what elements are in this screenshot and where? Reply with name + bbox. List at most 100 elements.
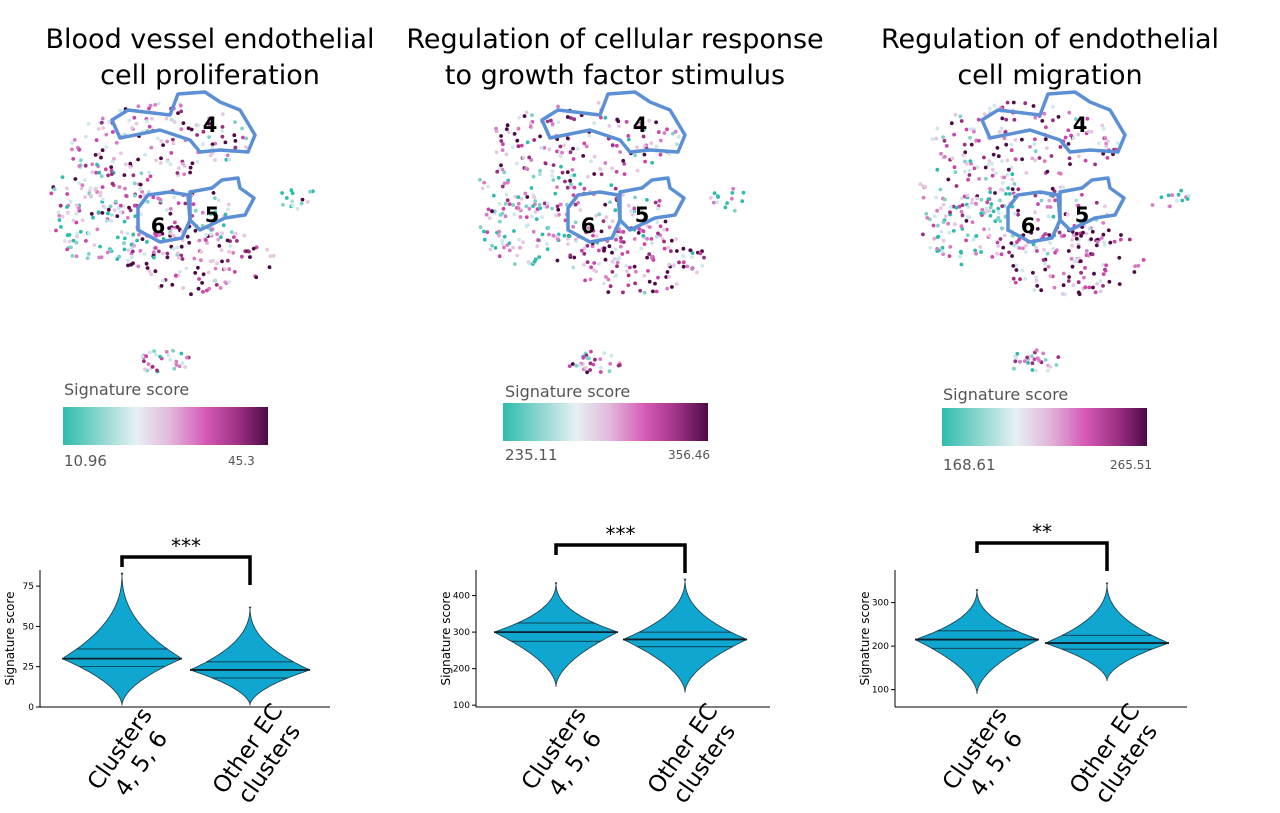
umap-point (654, 289, 659, 294)
umap-point (524, 215, 529, 220)
significance-bracket (554, 543, 687, 573)
umap-point (99, 120, 104, 125)
umap-point (96, 210, 101, 215)
umap-point (63, 239, 67, 244)
umap-point (650, 160, 655, 165)
umap-point (565, 136, 570, 141)
umap-point (538, 134, 542, 139)
umap-point (165, 251, 170, 256)
umap-point (164, 350, 169, 354)
umap-point (1032, 142, 1037, 146)
umap-point (601, 219, 606, 224)
umap-point (523, 191, 528, 196)
umap-point (70, 147, 74, 152)
umap-point (1015, 351, 1020, 356)
umap-point (665, 286, 670, 291)
umap-point (941, 220, 946, 225)
umap-point (110, 130, 115, 134)
umap-point (572, 173, 577, 177)
umap-point (1048, 364, 1053, 369)
umap-point (1009, 241, 1014, 246)
umap-point (122, 241, 126, 246)
umap-point (621, 193, 625, 197)
umap-point (598, 167, 602, 171)
umap-point (571, 265, 576, 270)
umap-point (1060, 292, 1065, 296)
umap-point (497, 254, 502, 259)
umap-point (132, 244, 137, 248)
umap-point (542, 145, 547, 150)
umap-point (949, 121, 954, 126)
umap-point (970, 201, 974, 205)
umap-point (1063, 135, 1068, 140)
umap-point (617, 256, 622, 261)
umap-point (725, 201, 729, 205)
umap-point (1050, 186, 1055, 191)
umap-point (138, 248, 143, 253)
umap-point (941, 135, 945, 139)
umap-point (1046, 264, 1051, 269)
umap-point (79, 158, 83, 163)
umap-point (1084, 231, 1089, 236)
umap-point (225, 238, 230, 243)
umap-point (581, 154, 586, 158)
umap-point (201, 272, 206, 277)
umap-point (515, 161, 519, 166)
umap-point (649, 255, 654, 259)
umap-point (71, 218, 76, 223)
umap-point (90, 170, 95, 175)
umap-point (1015, 240, 1019, 245)
colorbar2-min: 235.11 (505, 446, 558, 464)
umap-point (1016, 208, 1020, 213)
umap-point (1006, 186, 1010, 191)
umap-point (1176, 192, 1181, 197)
umap-point (613, 186, 618, 191)
umap-point (998, 219, 1003, 224)
umap-point (161, 143, 165, 147)
umap-point (551, 163, 556, 167)
umap-point (568, 178, 572, 183)
cluster-5-outline (1058, 176, 1126, 232)
umap-point (1010, 177, 1015, 182)
umap-point (482, 237, 487, 242)
umap-point (518, 245, 522, 250)
umap-point (598, 365, 603, 370)
umap-point (1070, 264, 1075, 269)
umap-point (96, 127, 101, 131)
umap-point (1013, 157, 1018, 162)
umap-point (633, 195, 637, 200)
umap-point (639, 246, 644, 251)
umap-point (1101, 221, 1106, 225)
umap-point (964, 219, 969, 223)
umap-point (1133, 264, 1137, 269)
umap-point (216, 237, 221, 242)
umap-point (1030, 361, 1035, 366)
umap-point (1000, 204, 1005, 208)
umap-point (193, 208, 198, 213)
umap-point (183, 201, 188, 206)
umap-point (604, 275, 608, 279)
umap-point (647, 118, 652, 123)
umap-point (568, 253, 573, 258)
umap-point (512, 262, 517, 266)
cluster-5-label: 5 (635, 203, 650, 227)
umap-point (156, 136, 160, 141)
umap-point (1031, 242, 1036, 247)
umap-point (667, 275, 671, 279)
umap-point (1014, 263, 1019, 268)
umap-point (641, 229, 646, 234)
umap-point (1042, 159, 1047, 163)
umap-point (77, 181, 82, 185)
umap-point (497, 233, 501, 238)
umap-point (582, 246, 587, 251)
umap-point (499, 139, 504, 143)
umap-point (1112, 239, 1117, 244)
umap-point (567, 364, 572, 368)
umap-point (662, 246, 667, 251)
umap-point (954, 184, 959, 188)
umap-point (516, 201, 521, 206)
umap-point (934, 195, 939, 200)
